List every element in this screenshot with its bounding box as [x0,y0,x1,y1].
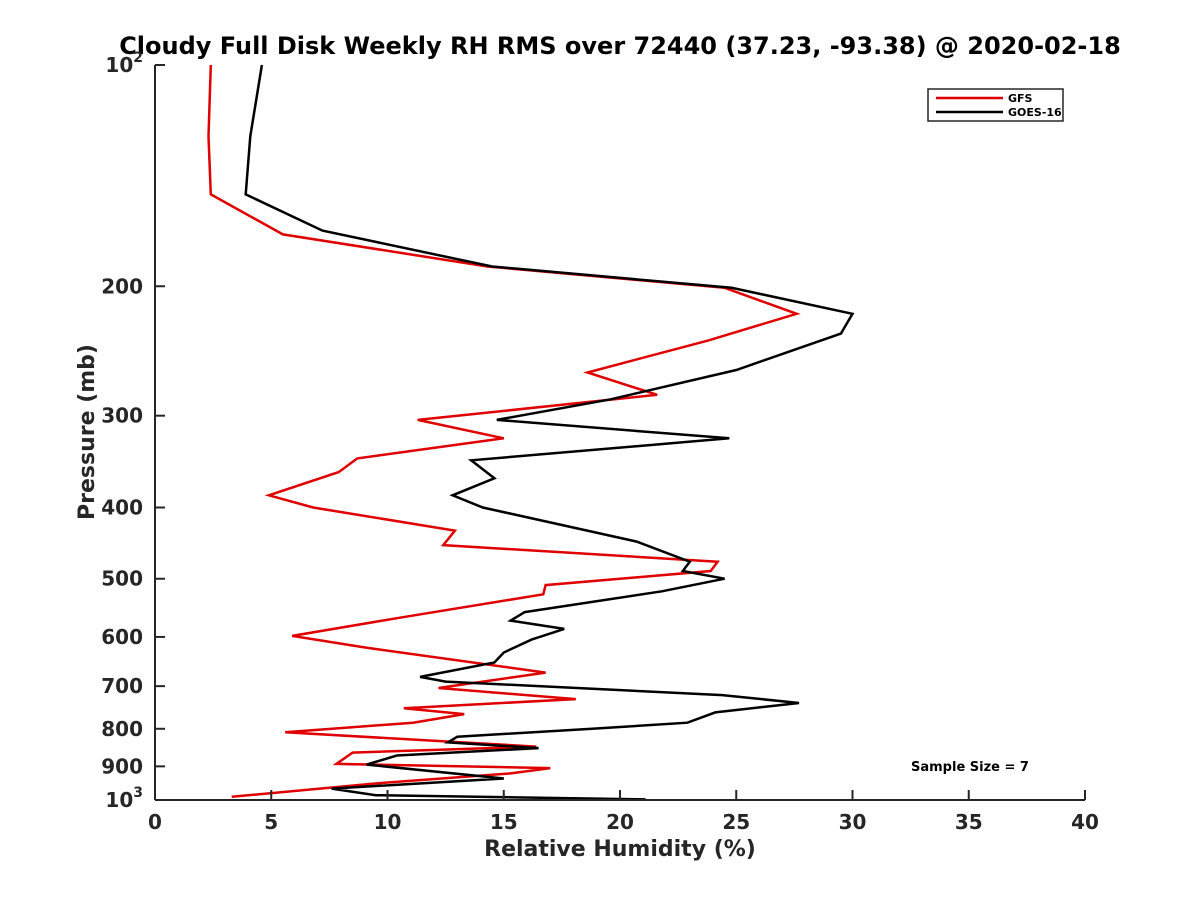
x-tick-label: 35 [955,810,983,834]
y-tick-label: 800 [101,717,143,741]
y-tick-label: 300 [101,404,143,428]
x-tick-label: 40 [1071,810,1099,834]
series-line-gfs [207,64,801,799]
y-tick-label: 103 [105,785,143,812]
x-tick-label: 30 [839,810,867,834]
x-tick-label: 0 [148,810,162,834]
y-tick-label: 200 [101,274,143,298]
legend-box [927,88,1064,122]
y-tick-label: 500 [101,567,143,591]
x-tick-label: 10 [374,810,402,834]
x-tick-label: 5 [264,810,278,834]
series-layer [207,64,855,801]
legend: GFS GOES-16 [927,88,1064,122]
y-tick-label: 700 [101,674,143,698]
x-tick-label: 15 [490,810,518,834]
y-tick-label: 900 [101,754,143,778]
x-axis-label: Relative Humidity (%) [484,837,756,862]
y-ticks: 102 200 300 400 500 600 700 800 900 103 [101,50,165,812]
legend-label-goes16: GOES-16 [1008,106,1062,119]
chart-title: Cloudy Full Disk Weekly RH RMS over 7244… [119,32,1121,60]
y-axis-label: Pressure (mb) [75,344,100,520]
x-tick-label: 20 [606,810,634,834]
y-tick-label: 400 [101,496,143,520]
x-ticks: 0 5 10 15 20 25 30 35 40 [148,790,1099,834]
y-tick-label: 600 [101,625,143,649]
series-line-goes16 [244,64,855,801]
y-tick-label: 102 [105,50,143,77]
sample-size-annotation: Sample Size = 7 [911,760,1029,775]
x-tick-label: 25 [722,810,750,834]
legend-label-gfs: GFS [1008,92,1033,105]
